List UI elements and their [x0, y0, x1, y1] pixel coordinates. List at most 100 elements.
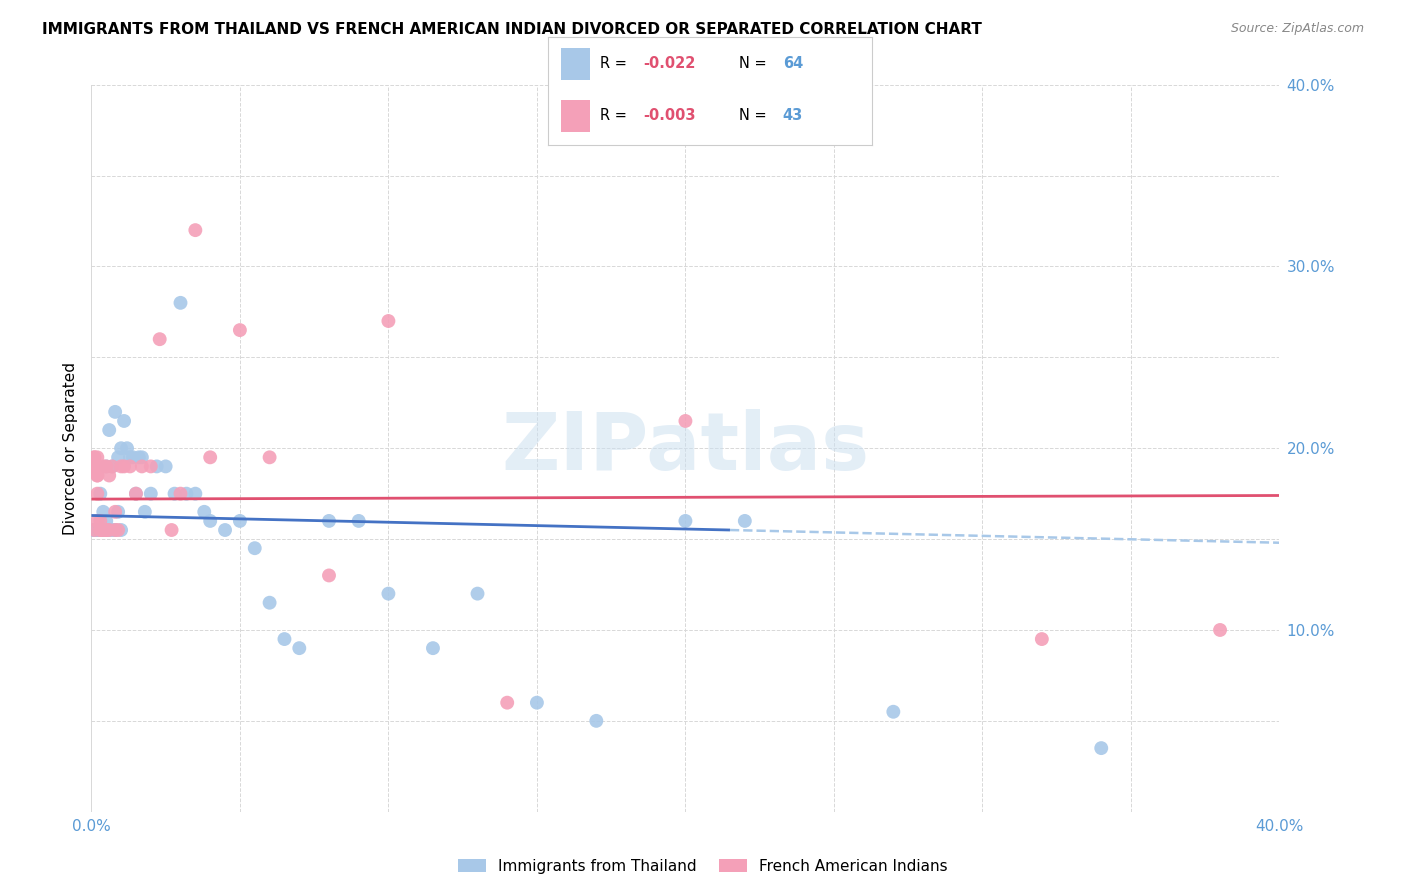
Point	[139, 459, 162, 474]
Text: IMMIGRANTS FROM THAILAND VS FRENCH AMERICAN INDIAN DIVORCED OR SEPARATED CORRELA: IMMIGRANTS FROM THAILAND VS FRENCH AMERI…	[42, 22, 981, 37]
Point	[1209, 623, 1232, 637]
Point	[96, 523, 118, 537]
Point	[107, 505, 129, 519]
Point	[176, 486, 198, 500]
Point	[673, 414, 696, 428]
Text: R =: R =	[600, 56, 631, 71]
Point	[229, 514, 252, 528]
Point	[134, 505, 156, 519]
Point	[131, 450, 153, 465]
Text: -0.003: -0.003	[644, 108, 696, 122]
Point	[83, 459, 105, 474]
Point	[104, 405, 127, 419]
Point	[585, 714, 607, 728]
Point	[83, 523, 105, 537]
Point	[89, 486, 111, 500]
Point	[83, 523, 105, 537]
Point	[98, 468, 121, 483]
Point	[422, 641, 444, 656]
Text: ZIPatlas: ZIPatlas	[502, 409, 869, 487]
Point	[112, 414, 135, 428]
Point	[91, 523, 114, 537]
Point	[273, 632, 295, 646]
Point	[496, 696, 519, 710]
Point	[526, 696, 548, 710]
Point	[139, 486, 162, 500]
Point	[91, 523, 114, 537]
Point	[1031, 632, 1053, 646]
Point	[89, 523, 111, 537]
Point	[86, 523, 108, 537]
Point	[200, 450, 222, 465]
Point	[91, 505, 114, 519]
Point	[155, 459, 177, 474]
Point	[86, 523, 108, 537]
Point	[96, 459, 118, 474]
Point	[83, 523, 105, 537]
Point	[101, 459, 124, 474]
Point	[83, 523, 105, 537]
Point	[83, 450, 105, 465]
Point	[89, 523, 111, 537]
Point	[882, 705, 904, 719]
Point	[125, 486, 148, 500]
Point	[86, 468, 108, 483]
Point	[160, 523, 183, 537]
Point	[128, 450, 150, 465]
Point	[145, 459, 167, 474]
Point	[98, 523, 121, 537]
Point	[163, 486, 186, 500]
Point	[118, 450, 141, 465]
Point	[104, 505, 127, 519]
Point	[115, 442, 138, 455]
Text: -0.022: -0.022	[644, 56, 696, 71]
Text: 43: 43	[783, 108, 803, 122]
Y-axis label: Divorced or Separated: Divorced or Separated	[63, 362, 79, 534]
Point	[112, 459, 135, 474]
Point	[184, 486, 207, 500]
Point	[86, 523, 108, 537]
Point	[91, 459, 114, 474]
Point	[83, 450, 105, 465]
Point	[86, 523, 108, 537]
Point	[673, 514, 696, 528]
Point	[98, 423, 121, 437]
Point	[89, 523, 111, 537]
Point	[83, 523, 105, 537]
Point	[288, 641, 311, 656]
Point	[86, 523, 108, 537]
Point	[83, 523, 105, 537]
Point	[169, 295, 191, 310]
Point	[107, 523, 129, 537]
Point	[118, 459, 141, 474]
Point	[149, 332, 172, 346]
Point	[110, 523, 132, 537]
Point	[131, 459, 153, 474]
Point	[467, 587, 489, 601]
Point	[347, 514, 370, 528]
Bar	[561, 48, 591, 80]
Point	[86, 450, 108, 465]
Point	[122, 450, 145, 465]
Point	[104, 523, 127, 537]
Text: 64: 64	[783, 56, 803, 71]
Point	[169, 486, 191, 500]
Point	[104, 523, 127, 537]
Point	[243, 541, 266, 556]
Text: N =: N =	[740, 108, 772, 122]
Point	[101, 523, 124, 537]
Point	[318, 514, 340, 528]
Point	[96, 523, 118, 537]
Point	[86, 514, 108, 528]
Point	[110, 459, 132, 474]
Point	[89, 523, 111, 537]
Bar	[561, 100, 591, 132]
Point	[229, 323, 252, 337]
Point	[259, 450, 281, 465]
Point	[98, 523, 121, 537]
Point	[96, 459, 118, 474]
Point	[86, 486, 108, 500]
Point	[377, 314, 399, 328]
Point	[377, 587, 399, 601]
Point	[259, 596, 281, 610]
